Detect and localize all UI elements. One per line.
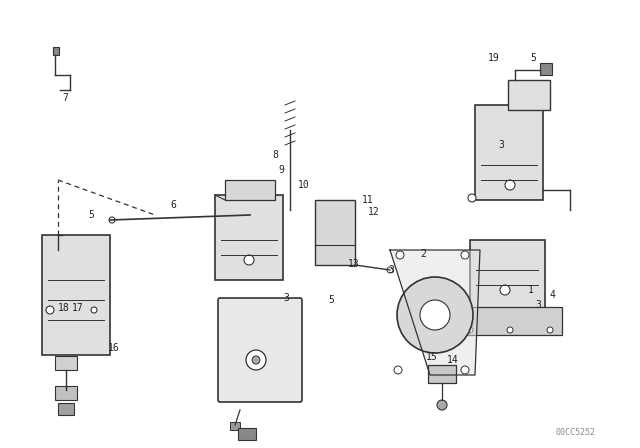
Bar	[225, 180, 275, 200]
Text: 3: 3	[388, 265, 394, 275]
Circle shape	[500, 285, 510, 295]
Circle shape	[505, 180, 515, 190]
Circle shape	[461, 366, 469, 374]
Text: 2: 2	[420, 249, 426, 259]
Circle shape	[420, 300, 450, 330]
Text: 19: 19	[488, 53, 500, 63]
Text: 3: 3	[498, 140, 504, 150]
Circle shape	[246, 350, 266, 370]
Bar	[230, 422, 240, 430]
Text: 8: 8	[272, 150, 278, 160]
Circle shape	[437, 400, 447, 410]
Text: 13: 13	[348, 259, 360, 269]
Text: 9: 9	[278, 165, 284, 175]
Bar	[540, 63, 552, 75]
Circle shape	[547, 327, 553, 333]
Bar	[55, 356, 77, 370]
Bar	[238, 428, 256, 440]
Circle shape	[245, 212, 251, 218]
Text: 15: 15	[426, 352, 438, 362]
Text: 1: 1	[528, 285, 534, 295]
Bar	[53, 47, 59, 55]
Circle shape	[252, 356, 260, 364]
Text: 4: 4	[550, 290, 556, 300]
Text: 3: 3	[283, 293, 289, 303]
Bar	[470, 240, 545, 310]
Text: 16: 16	[108, 343, 120, 353]
Circle shape	[387, 267, 393, 273]
Text: 5: 5	[530, 53, 536, 63]
Circle shape	[396, 251, 404, 259]
Text: 5: 5	[88, 210, 94, 220]
Circle shape	[397, 277, 473, 353]
Bar	[58, 403, 74, 415]
Bar	[315, 200, 355, 265]
Circle shape	[394, 366, 402, 374]
Text: 00CC5252: 00CC5252	[555, 427, 595, 436]
Bar	[508, 80, 550, 110]
Circle shape	[461, 251, 469, 259]
Circle shape	[244, 255, 254, 265]
Circle shape	[91, 307, 97, 313]
Circle shape	[468, 194, 476, 202]
Text: 14: 14	[447, 355, 459, 365]
Bar	[215, 195, 283, 280]
Bar	[462, 307, 562, 335]
Text: 5: 5	[328, 295, 334, 305]
Circle shape	[46, 306, 54, 314]
Polygon shape	[390, 250, 480, 375]
Text: 7: 7	[62, 93, 68, 103]
Circle shape	[507, 327, 513, 333]
Circle shape	[467, 327, 473, 333]
Bar	[55, 386, 77, 400]
Text: 6: 6	[170, 200, 176, 210]
Bar	[428, 365, 456, 383]
Text: 18: 18	[58, 303, 70, 313]
Bar	[42, 235, 110, 355]
Text: 12: 12	[368, 207, 380, 217]
Text: 3: 3	[535, 300, 541, 310]
Text: 11: 11	[362, 195, 374, 205]
Text: 10: 10	[298, 180, 310, 190]
Bar	[475, 105, 543, 200]
Circle shape	[109, 217, 115, 223]
Text: 17: 17	[72, 303, 84, 313]
FancyBboxPatch shape	[218, 298, 302, 402]
